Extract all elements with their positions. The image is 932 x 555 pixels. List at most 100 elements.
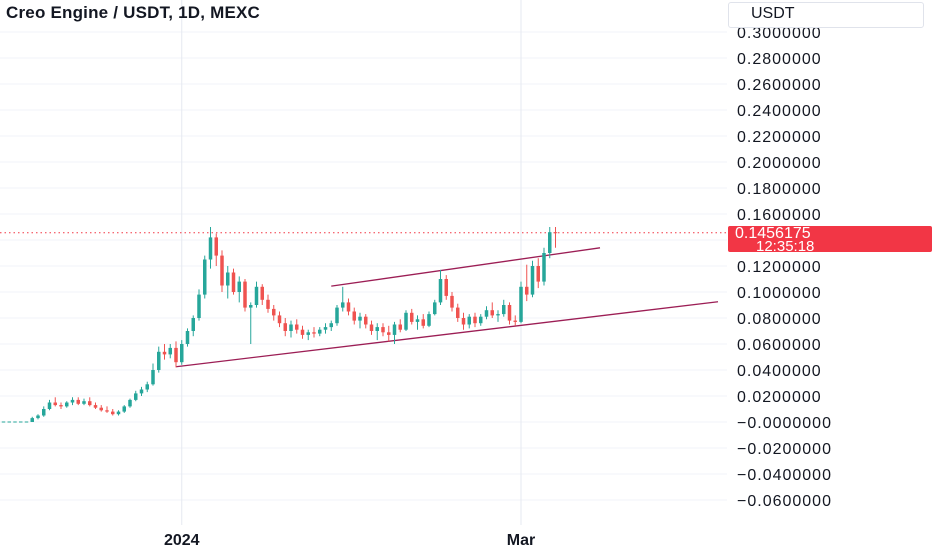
candle [254, 281, 259, 308]
candle [289, 320, 293, 338]
candle [438, 269, 443, 305]
candle-body [214, 237, 218, 256]
price-axis: 0.3000000 0.2800000 0.2600000 0.2400000 0.22… [737, 25, 832, 510]
candle [111, 409, 115, 416]
candle [323, 323, 328, 334]
candle-body [507, 305, 512, 321]
candle [312, 327, 316, 338]
candle [461, 312, 466, 330]
candle-body [467, 316, 471, 325]
candle [243, 279, 247, 312]
candle [444, 275, 448, 300]
candle [467, 314, 471, 329]
price-axis-label: 0.1800000 [737, 181, 822, 198]
candle-body [295, 324, 299, 330]
candle [507, 302, 512, 325]
candle-body [306, 332, 310, 335]
candle-body [168, 347, 172, 355]
candle-body [116, 411, 121, 415]
candle-body [502, 305, 506, 315]
candle-body [111, 411, 115, 415]
price-axis-label: −0.0000000 [737, 415, 832, 432]
candle [295, 319, 299, 334]
candle [490, 302, 494, 318]
currency-selector[interactable]: USDT [728, 2, 924, 28]
candle-body [404, 312, 408, 330]
price-axis-label: 0.2600000 [737, 77, 822, 94]
candle [352, 307, 356, 325]
candle-body [490, 310, 494, 316]
candle [99, 405, 103, 412]
candle [381, 323, 385, 337]
candle-body [450, 295, 454, 308]
candle [450, 292, 454, 312]
candle [197, 289, 201, 321]
candle [162, 344, 167, 360]
candle [415, 315, 420, 330]
candle-body [145, 384, 149, 390]
candle-body [243, 281, 247, 308]
candle [433, 299, 437, 316]
price-axis-label: 0.0200000 [737, 389, 822, 406]
candle [410, 308, 414, 325]
candle [306, 329, 310, 341]
price-axis-label: −0.0400000 [737, 467, 832, 484]
candle-body [128, 399, 132, 407]
last-price-tag [728, 226, 932, 252]
price-axis-label: −0.0200000 [737, 441, 832, 458]
candle-body [272, 308, 276, 316]
candle-body [484, 310, 489, 317]
candle [122, 405, 126, 413]
candle-body [231, 272, 236, 292]
price-axis-label: 0.0600000 [737, 337, 822, 354]
candle-body [162, 351, 167, 355]
candle-body [53, 402, 57, 406]
candle [30, 416, 34, 422]
candle [168, 344, 172, 359]
candle [208, 227, 213, 269]
candle-body [329, 323, 333, 328]
candles-layer [1, 227, 558, 423]
candle [105, 406, 109, 413]
candle-body [134, 393, 138, 400]
last-price-value: 0.1456175 [735, 225, 811, 242]
candle-body [99, 407, 103, 411]
candle-body [197, 294, 201, 318]
channel-upper-trendline [331, 247, 601, 287]
candle [283, 318, 287, 337]
candle-body [530, 266, 535, 295]
candle-body [381, 327, 385, 333]
candle-body [30, 418, 34, 422]
candle-body [180, 344, 184, 363]
candle-body [496, 314, 500, 316]
candle-body [398, 324, 402, 330]
candle [249, 302, 253, 344]
candle-body [364, 316, 368, 325]
candle-body [93, 405, 98, 408]
candle [392, 321, 397, 344]
candle [358, 312, 362, 329]
candle [548, 227, 552, 259]
candle [456, 303, 460, 322]
candle-body [289, 324, 293, 331]
candle-body [65, 402, 69, 407]
candle [335, 305, 339, 326]
candle-body [88, 401, 92, 406]
trendline-layer [175, 247, 719, 368]
chart-title: Creo Engine / USDT, 1D, MEXC [6, 3, 261, 22]
candle [542, 247, 546, 286]
candle-body [203, 259, 207, 295]
candle-body [174, 347, 178, 363]
candle [59, 402, 63, 409]
candle-body [266, 299, 270, 309]
candle [116, 410, 121, 416]
candle [134, 390, 138, 402]
candle [220, 250, 224, 292]
candle-body [513, 320, 517, 322]
candle-body [427, 314, 431, 326]
candle [375, 323, 379, 341]
candle [369, 320, 374, 335]
candle [226, 266, 230, 299]
